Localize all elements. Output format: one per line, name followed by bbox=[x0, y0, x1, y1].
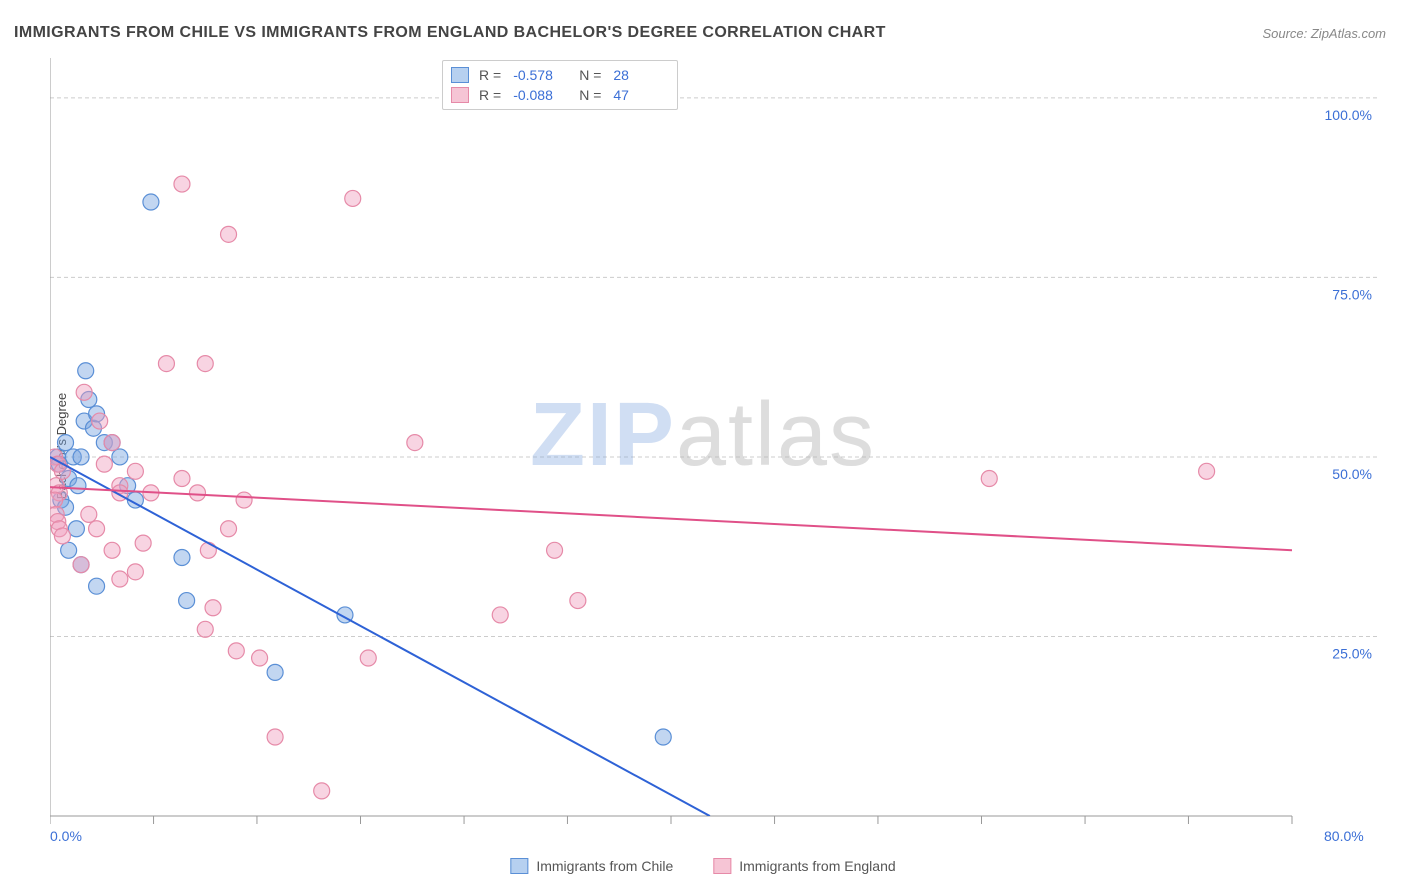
n-value-chile: 28 bbox=[613, 67, 669, 83]
x-axis-origin-label: 0.0% bbox=[50, 828, 82, 844]
x-axis-max-label: 80.0% bbox=[1324, 828, 1364, 844]
legend-label-england: Immigrants from England bbox=[739, 858, 895, 874]
legend-item-england: Immigrants from England bbox=[713, 858, 895, 874]
legend-swatch-england bbox=[713, 858, 731, 874]
plot-area: 25.0% 50.0% 75.0% 100.0% bbox=[50, 58, 1380, 838]
correlation-row-chile: R = -0.578 N = 28 bbox=[451, 65, 669, 85]
n-value-england: 47 bbox=[613, 87, 669, 103]
svg-text:100.0%: 100.0% bbox=[1325, 107, 1372, 123]
chart-svg: 25.0% 50.0% 75.0% 100.0% bbox=[50, 58, 1380, 838]
legend-label-chile: Immigrants from Chile bbox=[536, 858, 673, 874]
svg-text:25.0%: 25.0% bbox=[1332, 645, 1372, 661]
correlation-legend: R = -0.578 N = 28 R = -0.088 N = 47 bbox=[442, 60, 678, 110]
n-label: N = bbox=[579, 67, 601, 83]
swatch-england bbox=[451, 87, 469, 103]
chart-title: IMMIGRANTS FROM CHILE VS IMMIGRANTS FROM… bbox=[14, 24, 886, 42]
source-attribution: Source: ZipAtlas.com bbox=[1262, 26, 1386, 41]
svg-text:75.0%: 75.0% bbox=[1332, 286, 1372, 302]
swatch-chile bbox=[451, 67, 469, 83]
series-legend: Immigrants from Chile Immigrants from En… bbox=[510, 858, 895, 874]
correlation-row-england: R = -0.088 N = 47 bbox=[451, 85, 669, 105]
legend-swatch-chile bbox=[510, 858, 528, 874]
r-value-england: -0.088 bbox=[513, 87, 569, 103]
r-label: R = bbox=[479, 87, 501, 103]
r-value-chile: -0.578 bbox=[513, 67, 569, 83]
svg-text:50.0%: 50.0% bbox=[1332, 466, 1372, 482]
n-label: N = bbox=[579, 87, 601, 103]
r-label: R = bbox=[479, 67, 501, 83]
legend-item-chile: Immigrants from Chile bbox=[510, 858, 673, 874]
